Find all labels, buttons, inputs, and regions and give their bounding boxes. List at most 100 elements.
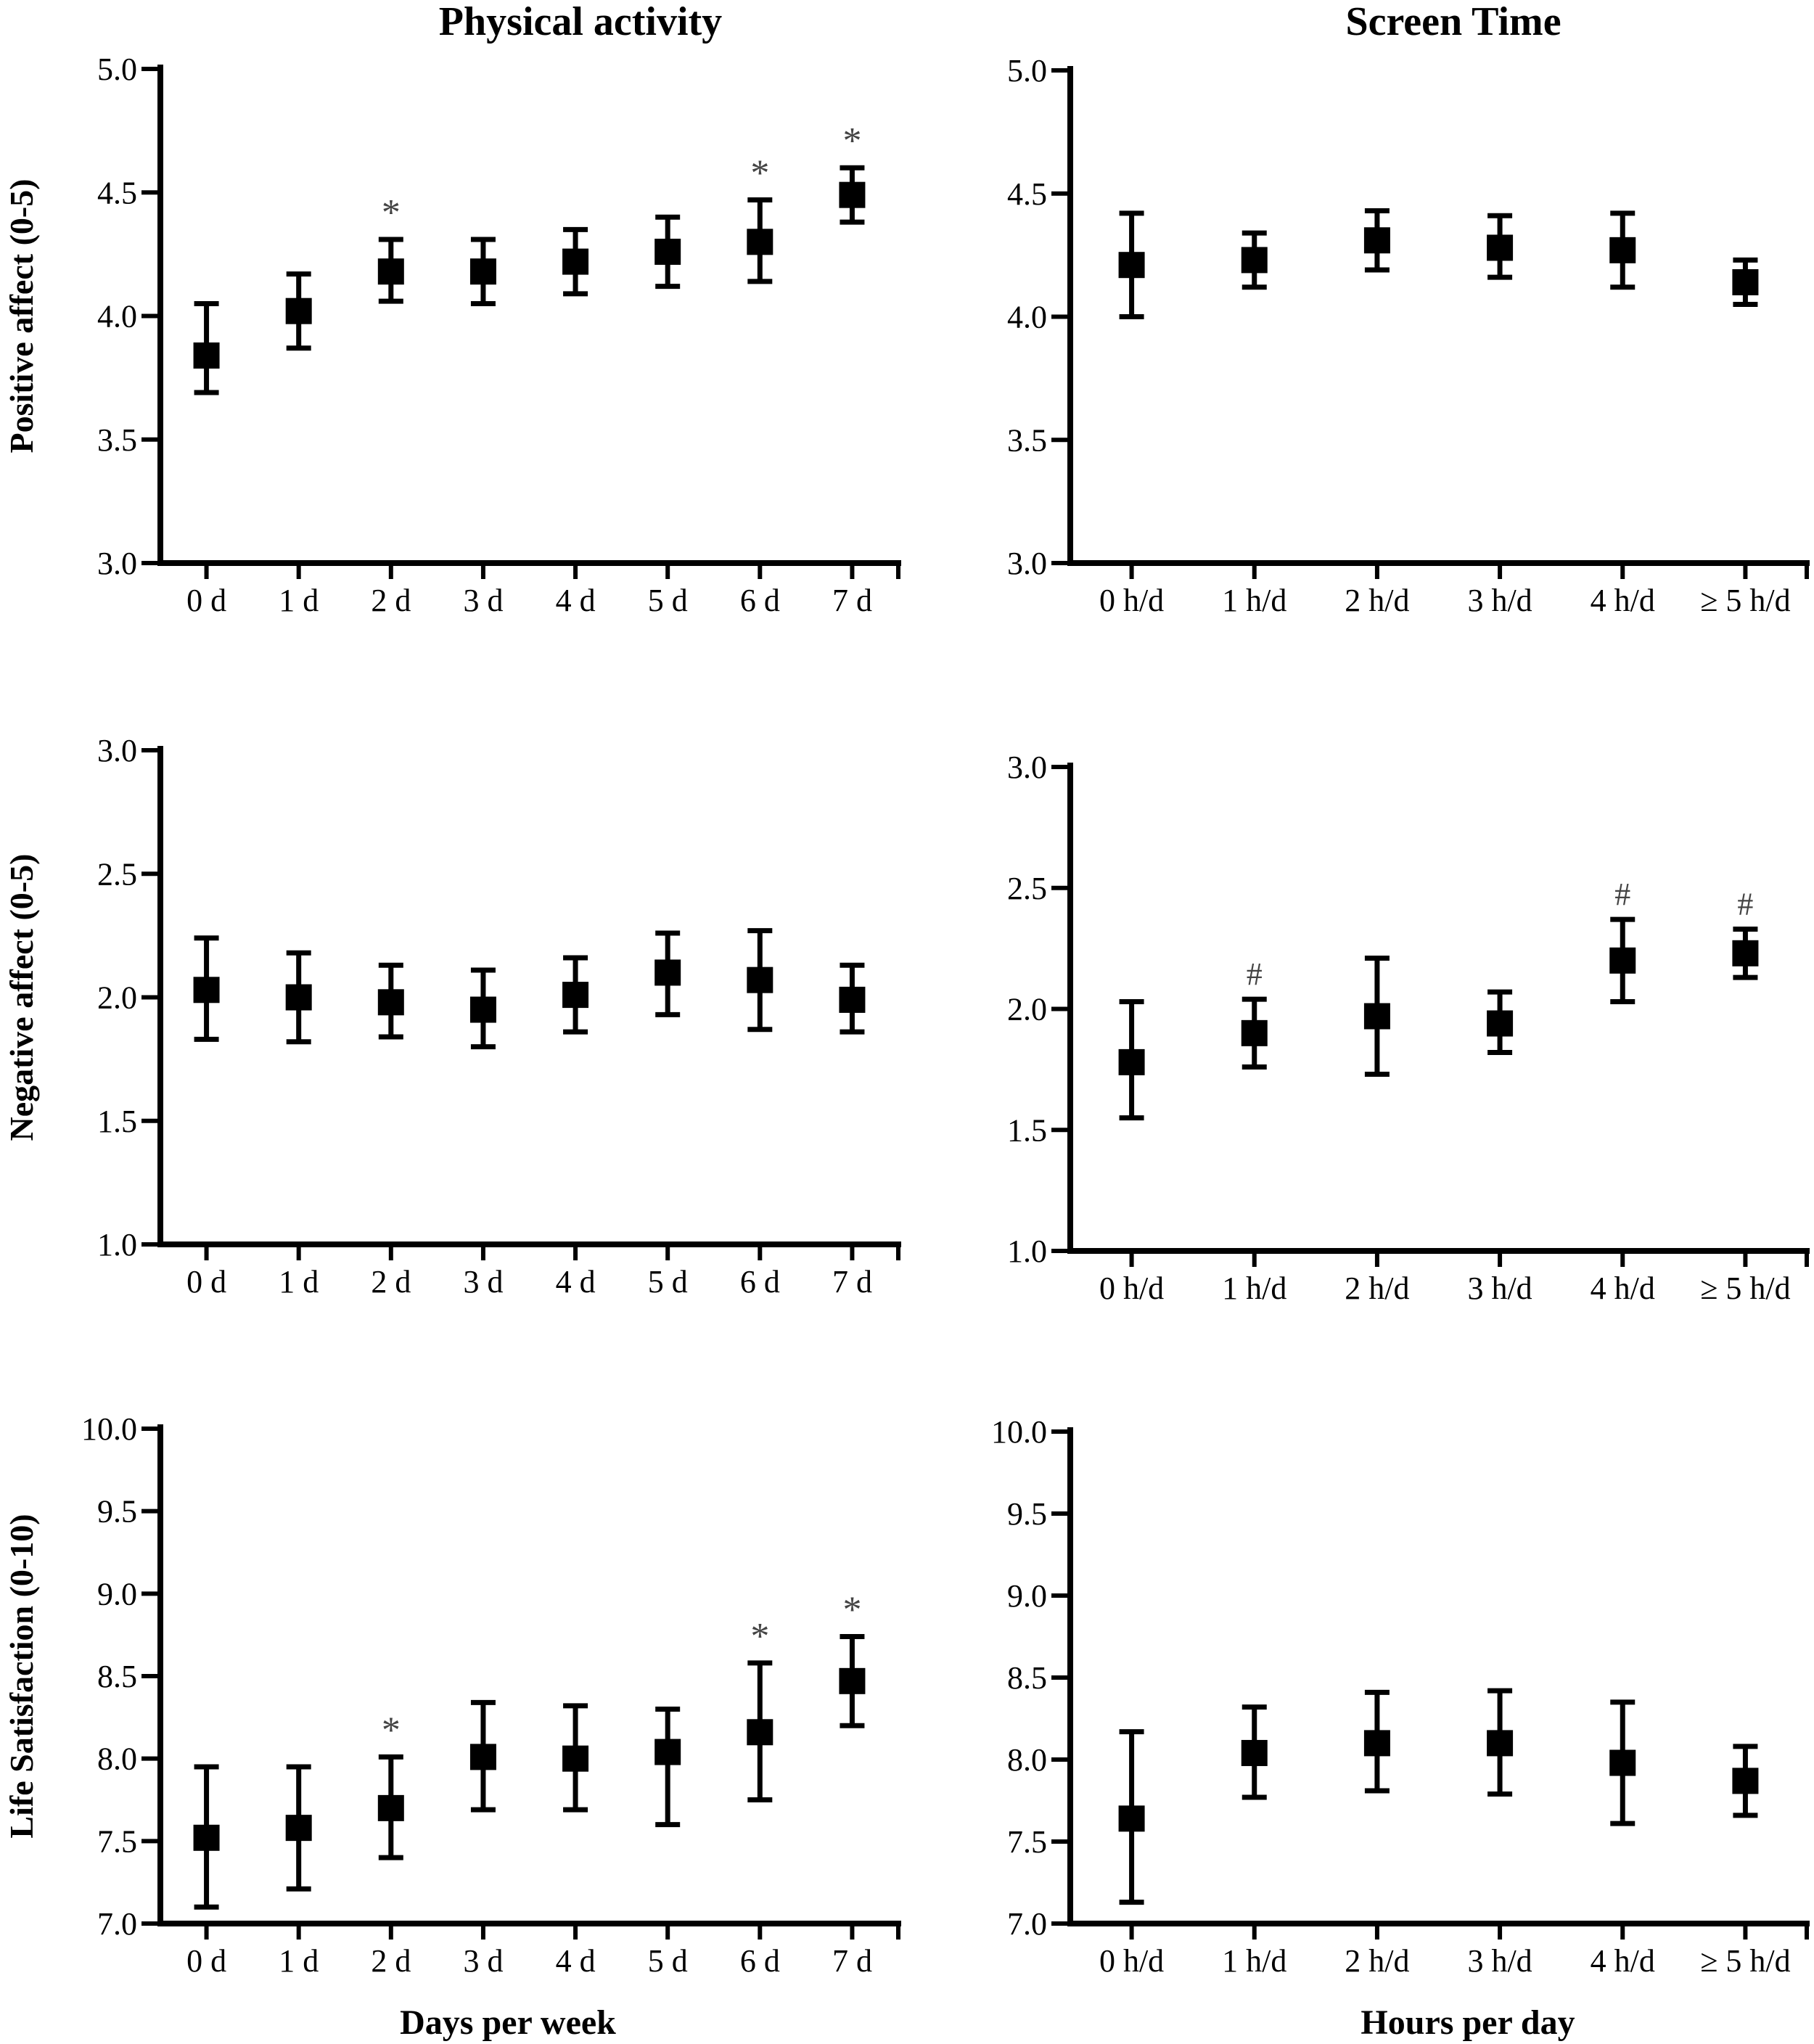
data-point-marker [285,1815,312,1842]
x-tick-label: 3 h/d [1467,583,1532,618]
x-tick-label: 0 h/d [1099,583,1164,618]
x-tick-label: 1 d [279,1943,319,1979]
data-point-marker [193,1824,220,1851]
x-tick-label: 0 d [186,1264,226,1300]
y-tick-label: 4.5 [1007,176,1047,212]
x-tick-label: 3 d [463,1943,503,1979]
y-tick-label: 5.0 [97,52,137,87]
y-tick-label: 4.0 [1007,300,1047,335]
data-point-marker [654,1739,681,1765]
y-tick-label: 3.0 [1007,750,1047,785]
y-axis-title: Positive affect (0-5) [3,178,40,453]
y-tick-label: 10.0 [991,1414,1047,1450]
data-point-marker [469,1744,496,1770]
data-point-marker [1487,234,1514,261]
y-tick-label: 7.5 [97,1823,137,1859]
x-axis-title-days-per-week: Days per week [400,2003,616,2042]
data-point-marker [377,989,404,1016]
data-point-marker [654,238,681,265]
data-point-marker [1487,1010,1514,1037]
data-point-marker [1487,1730,1514,1757]
data-point-marker [839,986,866,1013]
y-tick-label: 1.0 [97,1227,137,1263]
data-point-marker [469,996,496,1023]
x-tick-label: 6 d [740,583,780,618]
y-tick-label: 10.0 [81,1411,137,1447]
data-point-marker [747,1719,773,1746]
data-point-marker [193,342,220,369]
data-point-marker [1241,1019,1268,1046]
x-tick-label: 0 d [186,583,226,618]
chart-positive-affect-physical-activity: 3.0 3.5 4.0 4.5 5.0 0 d 1 d 2 d 3 d 4 d 5 d 6 d 7 d P… [3,52,901,618]
y-tick-label: 8.0 [1007,1742,1047,1778]
significance-marker: * [750,152,769,194]
y-tick-label: 5.0 [1007,53,1047,89]
data-point-marker [1609,1749,1636,1776]
y-tick-label: 2.0 [1007,992,1047,1027]
x-tick-label: 3 d [463,583,503,618]
y-tick-label: 2.5 [1007,871,1047,906]
data-point-marker [747,966,773,993]
data-point-marker [1732,940,1759,966]
significance-marker: * [842,1589,861,1630]
x-tick-label: 2 h/d [1345,1943,1409,1979]
data-point-marker [562,248,589,275]
data-point-marker [1609,947,1636,974]
y-tick-label: 3.0 [1007,546,1047,581]
y-tick-label: 1.5 [97,1104,137,1139]
y-tick-label: 7.0 [97,1906,137,1942]
y-tick-label: 1.5 [1007,1112,1047,1148]
data-point-marker [285,984,312,1011]
chart-life-satisfaction-physical-activity: 7.0 7.5 8.0 8.5 9.0 9.5 10.0 0 d 1 d 2 d 3 d 4 d 5 d… [3,1411,901,1979]
y-tick-label: 4.0 [97,299,137,334]
data-point-marker [747,229,773,255]
data-point-marker [1363,1003,1390,1030]
x-tick-label: 7 d [832,1943,872,1979]
y-tick-label: 9.5 [97,1494,137,1530]
chart-negative-affect-screen-time: 1.0 1.5 2.0 2.5 3.0 0 h/d 1 h/d 2 h/d 3 h/d 4 h/d… [1007,750,1810,1306]
x-axis-title-hours-per-day: Hours per day [1360,2003,1575,2042]
x-tick-label: ≥ 5 h/d [1700,1271,1790,1306]
x-tick-label: 6 d [740,1943,780,1979]
data-point-marker [654,959,681,986]
x-tick-label: 3 h/d [1467,1271,1532,1306]
x-tick-label: 3 h/d [1467,1943,1532,1979]
y-tick-label: 4.5 [97,175,137,210]
significance-marker: # [1614,877,1630,912]
data-point-marker [839,181,866,208]
data-point-marker [1118,1048,1145,1075]
column-title-screen-time: Screen Time [1345,0,1561,44]
y-tick-label: 8.0 [97,1741,137,1777]
x-tick-label: 1 h/d [1222,1943,1286,1979]
data-point-marker [1241,1739,1268,1766]
y-tick-label: 8.5 [1007,1660,1047,1696]
x-tick-label: 4 d [556,583,596,618]
data-point-marker [285,297,312,324]
x-tick-label: 2 h/d [1345,583,1409,618]
x-tick-label: 1 d [279,1264,319,1300]
column-title-physical-activity: Physical activity [439,0,722,44]
x-tick-label: 4 d [556,1943,596,1979]
data-point-marker [1732,268,1759,295]
x-tick-label: 2 d [371,1943,411,1979]
significance-marker: * [750,1616,769,1657]
y-tick-label: 2.5 [97,856,137,892]
y-tick-label: 7.5 [1007,1824,1047,1860]
y-tick-label: 3.0 [97,733,137,768]
data-point-marker [1241,247,1268,274]
y-tick-label: 9.0 [97,1576,137,1612]
data-point-marker [562,982,589,1009]
x-tick-label: 1 h/d [1222,583,1286,618]
significance-marker: # [1737,886,1753,922]
x-tick-label: 5 d [648,1943,688,1979]
x-tick-label: 4 h/d [1591,1271,1655,1306]
x-tick-label: 1 d [279,583,319,618]
y-tick-label: 7.0 [1007,1906,1047,1942]
x-tick-label: 2 d [371,1264,411,1300]
chart-life-satisfaction-screen-time: 7.0 7.5 8.0 8.5 9.0 9.5 10.0 0 h/d 1 h/d 2 h/d 3 h… [991,1414,1810,1979]
chart-negative-affect-physical-activity: 1.0 1.5 2.0 2.5 3.0 0 d 1 d 2 d 3 d 4 d 5 d 6 d 7 d N… [3,733,901,1300]
x-tick-label: 4 h/d [1591,1943,1655,1979]
y-tick-label: 9.0 [1007,1578,1047,1614]
x-tick-label: 7 d [832,1264,872,1300]
significance-marker: * [382,1710,401,1751]
